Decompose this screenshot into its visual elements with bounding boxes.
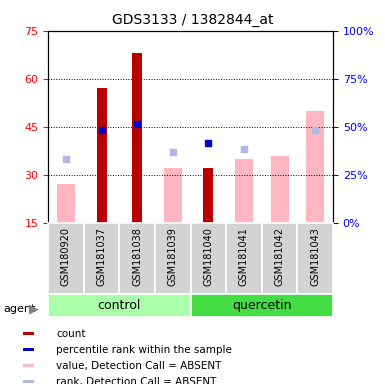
Point: [241, 146, 247, 152]
Bar: [155, 223, 191, 294]
Bar: [84, 223, 119, 294]
Bar: [203, 168, 213, 223]
Bar: [235, 159, 253, 223]
Bar: [97, 88, 107, 223]
Bar: [191, 294, 333, 317]
Text: value, Detection Call = ABSENT: value, Detection Call = ABSENT: [57, 361, 222, 371]
Point: [312, 127, 318, 133]
Text: ▶: ▶: [29, 303, 38, 316]
Bar: [164, 168, 182, 223]
Text: GDS3133 / 1382844_at: GDS3133 / 1382844_at: [112, 13, 273, 27]
Bar: [132, 53, 142, 223]
Bar: [191, 223, 226, 294]
Point: [63, 156, 69, 162]
Bar: [23, 348, 33, 351]
Text: count: count: [57, 329, 86, 339]
Bar: [271, 156, 288, 223]
Text: rank, Detection Call = ABSENT: rank, Detection Call = ABSENT: [57, 377, 217, 384]
Bar: [48, 294, 191, 317]
Text: agent: agent: [4, 304, 36, 314]
Bar: [298, 223, 333, 294]
Text: GSM181040: GSM181040: [203, 227, 213, 286]
Bar: [23, 332, 33, 335]
Text: control: control: [98, 299, 141, 312]
Text: quercetin: quercetin: [232, 299, 291, 312]
Bar: [48, 223, 84, 294]
Bar: [57, 184, 75, 223]
Text: GSM181043: GSM181043: [310, 227, 320, 286]
Point: [134, 121, 140, 127]
Text: GSM181039: GSM181039: [168, 227, 178, 286]
Bar: [306, 111, 324, 223]
Point: [170, 149, 176, 156]
Bar: [262, 223, 297, 294]
Text: GSM181041: GSM181041: [239, 227, 249, 286]
Text: GSM181037: GSM181037: [97, 227, 107, 286]
Text: percentile rank within the sample: percentile rank within the sample: [57, 344, 232, 354]
Bar: [23, 380, 33, 383]
Bar: [226, 223, 262, 294]
Text: GSM181042: GSM181042: [275, 227, 285, 286]
Point: [99, 127, 105, 133]
Bar: [23, 364, 33, 367]
Bar: [119, 223, 155, 294]
Point: [205, 140, 211, 146]
Text: GSM181038: GSM181038: [132, 227, 142, 286]
Text: GSM180920: GSM180920: [61, 227, 71, 286]
